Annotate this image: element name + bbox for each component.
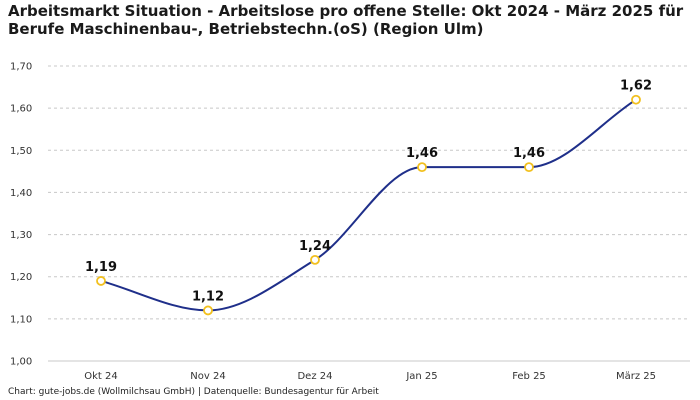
data-point: [524, 162, 534, 173]
y-tick-label: 1,00: [10, 357, 32, 368]
data-point: [417, 162, 427, 173]
data-point: [631, 94, 641, 105]
x-tick-label: Feb 25: [512, 371, 546, 382]
y-tick-label: 1,40: [10, 188, 32, 199]
y-tick-label: 1,60: [10, 104, 32, 115]
data-label: 1,62: [620, 79, 652, 94]
series-line: [100, 98, 637, 312]
chart-title: Arbeitsmarkt Situation - Arbeitslose pro…: [8, 2, 684, 38]
data-markers: [96, 94, 641, 316]
data-labels: 1,19 1,12 1,24 1,46 1,46 1,62: [85, 79, 652, 305]
data-label: 1,46: [406, 146, 438, 161]
source-footer: Chart: gute-jobs.de (Wollmilchsau GmbH) …: [8, 387, 379, 397]
y-tick-label: 1,70: [10, 62, 32, 73]
x-tick-label: Okt 24: [84, 371, 118, 382]
y-tick-label: 1,20: [10, 272, 32, 283]
data-label: 1,19: [85, 260, 117, 275]
gridlines: [48, 65, 690, 362]
data-point: [96, 276, 106, 286]
y-tick-label: 1,10: [10, 314, 32, 325]
data-point: [310, 254, 320, 265]
data-label: 1,46: [513, 146, 545, 161]
data-point: [203, 305, 213, 316]
y-tick-label: 1,30: [10, 230, 32, 241]
y-tick-label: 1,50: [10, 146, 32, 157]
data-label: 1,12: [192, 289, 224, 304]
x-tick-label: Jan 25: [405, 371, 437, 382]
x-tick-label: März 25: [616, 371, 656, 382]
x-axis: Okt 24 Nov 24 Dez 24 Jan 25 Feb 25 März 25: [84, 371, 656, 382]
data-label: 1,24: [299, 239, 331, 254]
y-axis: 1,00 1,10 1,20 1,30 1,40 1,50 1,60 1,70: [10, 62, 32, 368]
x-tick-label: Nov 24: [190, 371, 225, 382]
x-tick-label: Dez 24: [297, 371, 332, 382]
